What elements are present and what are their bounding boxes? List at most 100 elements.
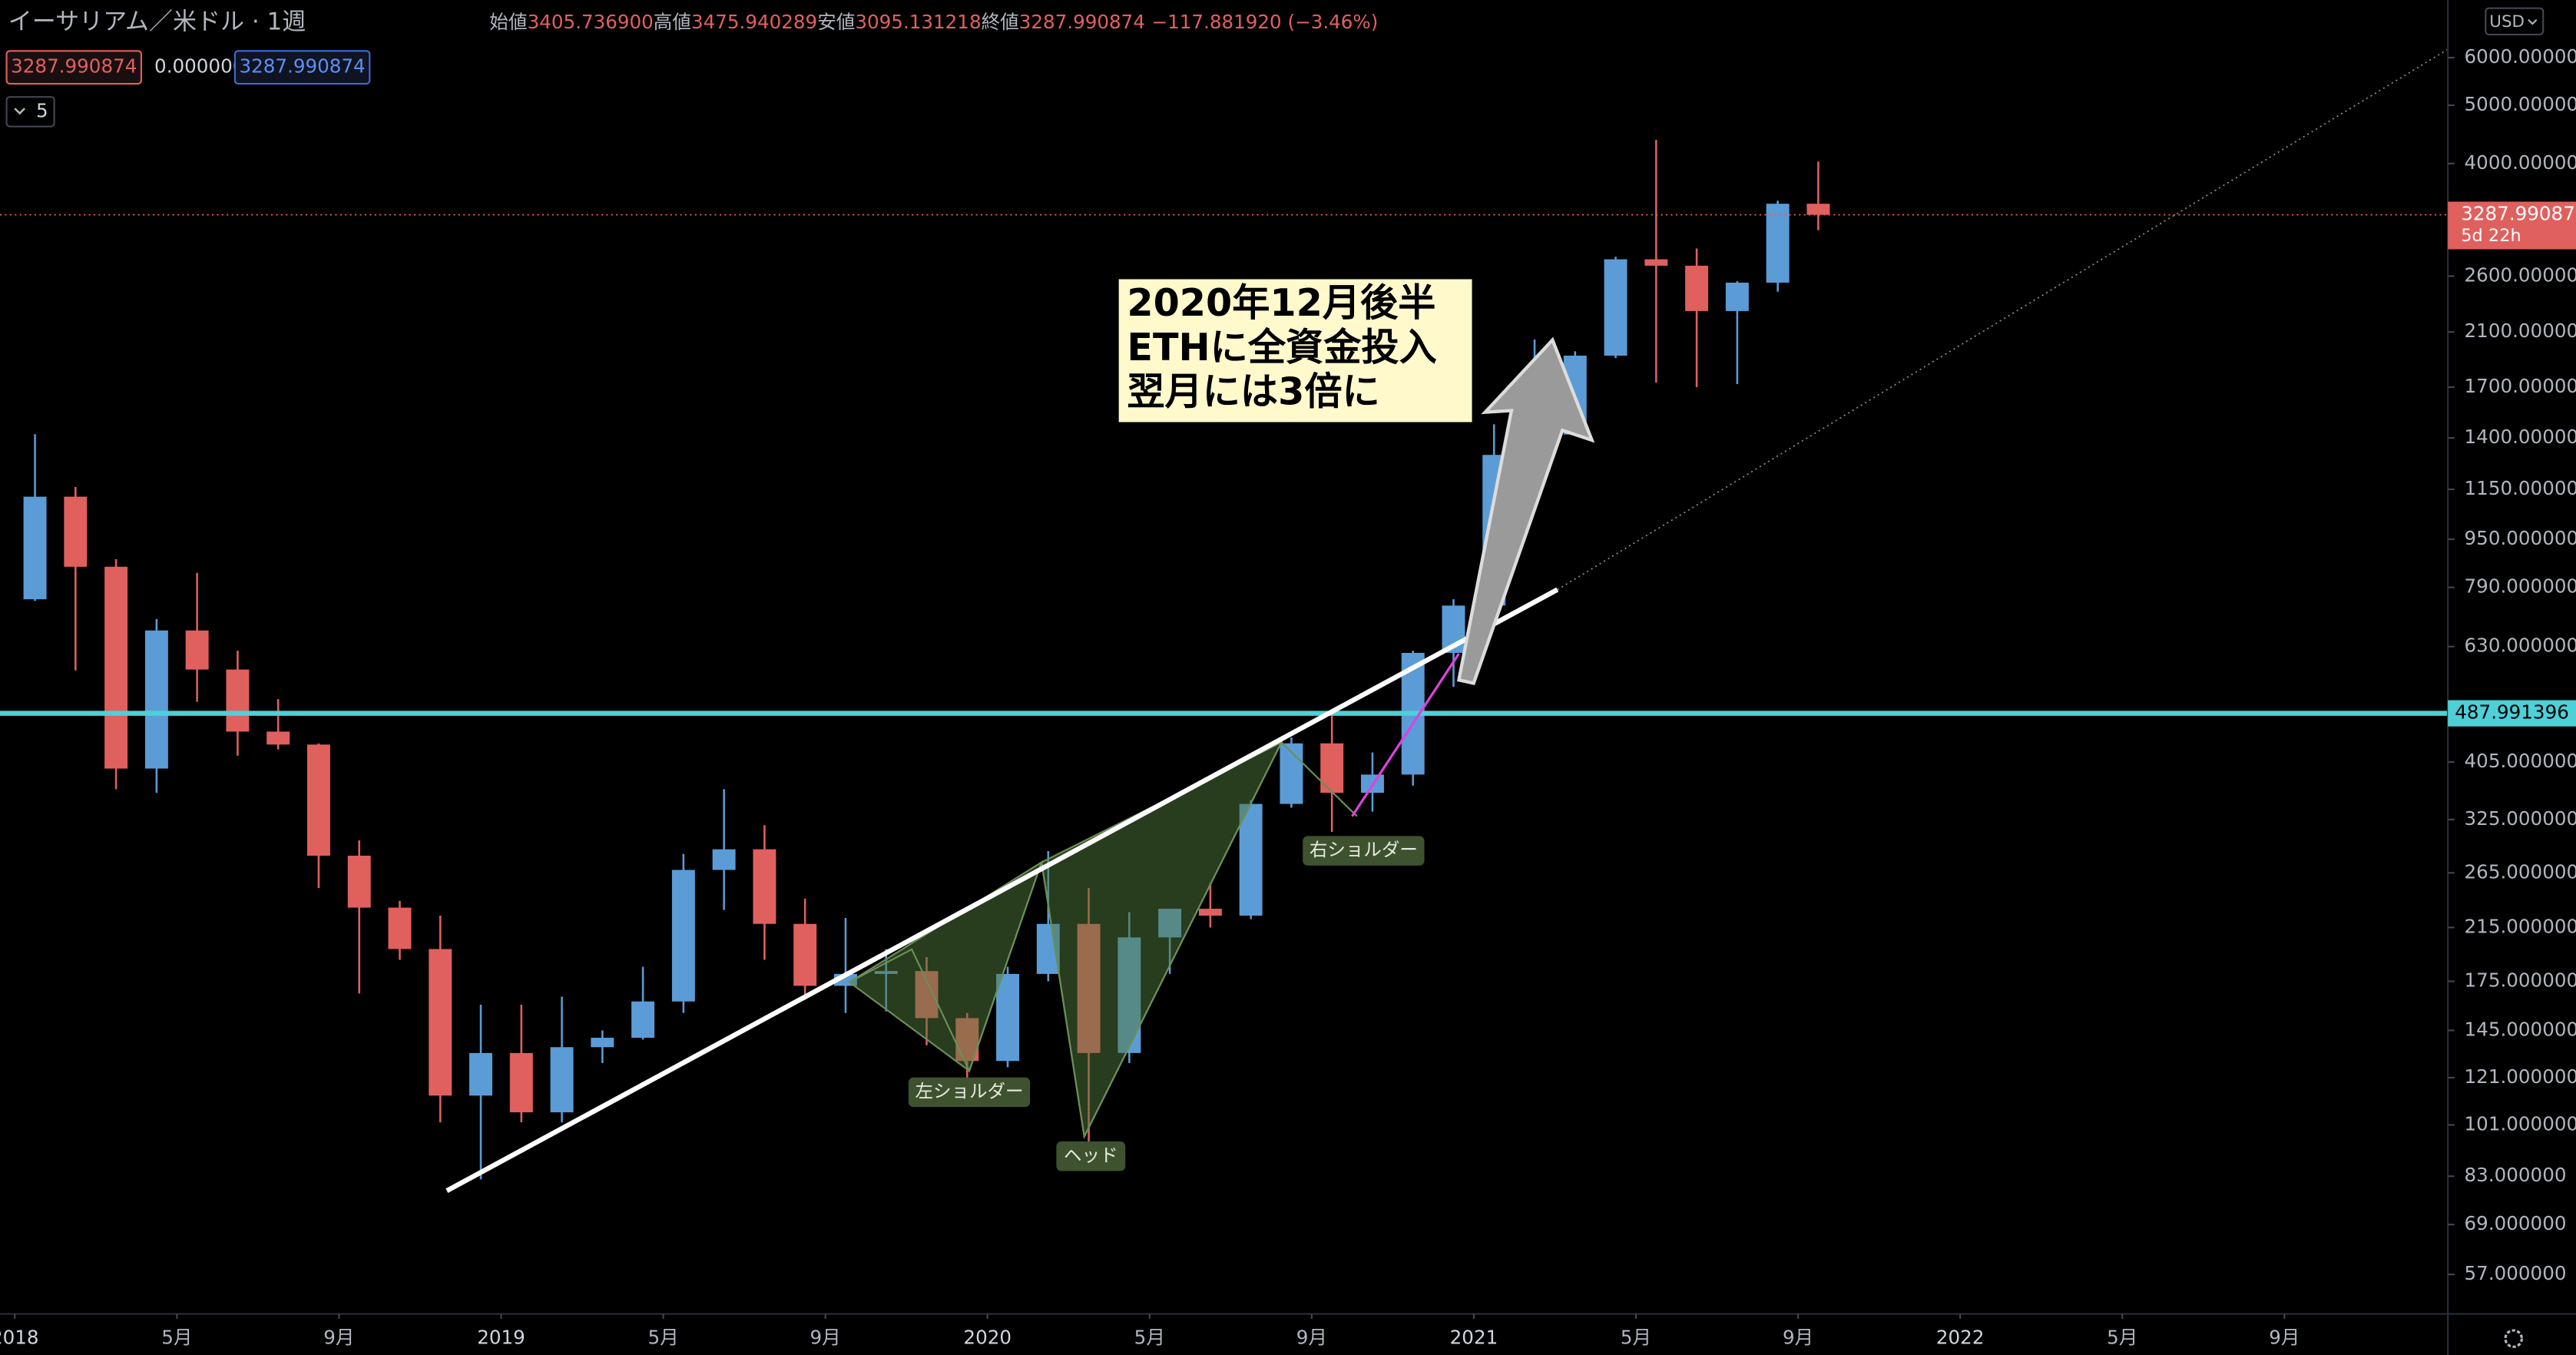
spread-text: 0.000000 <box>154 55 244 78</box>
x-tick-label: 5月 <box>1621 1327 1651 1349</box>
x-tick-label: 5月 <box>161 1327 192 1349</box>
candle-body <box>388 907 412 949</box>
y-tick-label: 5000.000000 <box>2465 93 2576 115</box>
arrow <box>1456 336 1595 685</box>
candle-body <box>793 923 817 986</box>
pattern-label: 左ショルダー <box>915 1080 1023 1102</box>
ohlc-item: 始値 <box>489 11 527 33</box>
settings-icon[interactable] <box>2504 1329 2524 1348</box>
x-tick-label: 5月 <box>647 1327 678 1349</box>
ohlc-item: 安値 <box>817 11 855 33</box>
x-tick-label: 9月 <box>1296 1327 1327 1349</box>
ohlc-item: 3405.736900 <box>528 11 654 33</box>
y-tick-label: 121.000000 <box>2465 1065 2576 1088</box>
ohlc-legend: 始値3405.736900高値3475.940289安値3095.131218終… <box>489 11 1378 33</box>
candle-body <box>1644 259 1668 266</box>
candle-body <box>144 630 168 769</box>
y-tick-label: 6000.000000 <box>2465 45 2576 68</box>
candle-body <box>631 1001 655 1038</box>
note-line: 2020年12月後半 <box>1127 280 1435 325</box>
pattern-label: 右ショルダー <box>1310 839 1418 860</box>
ohlc-item: −117.881920 (−3.46%) <box>1152 11 1379 33</box>
candle-body <box>347 855 371 908</box>
pattern-label-box <box>1056 1141 1126 1171</box>
candle-body <box>429 949 452 1096</box>
drawings <box>445 48 2449 1194</box>
price-box-text: 3287.990874 <box>239 55 365 78</box>
candle-body <box>1198 909 1222 916</box>
y-tick-label: 2100.000000 <box>2465 320 2576 342</box>
currency-label: USD <box>2489 12 2525 31</box>
indicator-count: 5 <box>36 99 48 121</box>
candle-body <box>753 849 776 924</box>
candle-body <box>104 566 128 769</box>
y-tick-label: 57.000000 <box>2465 1262 2567 1284</box>
candle-body <box>1725 282 1749 311</box>
x-tick-label: 5月 <box>1134 1327 1165 1349</box>
pattern-label-box <box>1303 836 1425 866</box>
pattern-line <box>849 740 1358 1140</box>
y-tick-label: 4000.000000 <box>2465 151 2576 174</box>
candle-body <box>267 731 290 745</box>
note-line: 翌月には3倍に <box>1127 369 1379 414</box>
candle-body <box>550 1047 574 1113</box>
candle-body <box>226 669 250 732</box>
y-tick-label: 83.000000 <box>2465 1164 2567 1186</box>
price-label-box <box>2448 201 2576 250</box>
price-box <box>233 50 371 85</box>
ohlc-item: 3475.940289 <box>691 11 817 33</box>
candle-body <box>1806 204 1830 215</box>
candle-body <box>996 973 1020 1062</box>
price-label: 3287.990874 <box>2461 203 2576 225</box>
y-tick-label: 215.000000 <box>2465 915 2576 937</box>
magenta-line <box>1351 653 1460 817</box>
hline-label-box <box>2448 700 2576 727</box>
candle-body <box>1685 265 1709 311</box>
ohlc-item: 高値 <box>654 11 691 33</box>
x-tick-label: 5月 <box>2107 1327 2137 1349</box>
note-line: ETHに全資金投入 <box>1127 325 1436 369</box>
candle-body <box>469 1052 493 1096</box>
price-axis: 6000.000000 5000.000000 4000.000000 2600.00… <box>2448 45 2576 1284</box>
candle-body <box>23 496 47 600</box>
note-box <box>1118 279 1472 422</box>
y-tick-label: 405.000000 <box>2465 750 2576 772</box>
indicator-toggle[interactable] <box>5 96 55 128</box>
candle-body <box>185 630 209 670</box>
candle-body <box>509 1052 533 1113</box>
y-tick-label: 630.000000 <box>2465 634 2576 657</box>
symbol-title: イーサリアム／米ドル · 1週 <box>8 8 306 35</box>
x-tick-label: 9月 <box>1783 1327 1813 1349</box>
y-tick-label: 1150.000000 <box>2465 477 2576 499</box>
candle-body <box>671 870 695 1002</box>
candle-body <box>306 744 330 856</box>
candle-body <box>64 496 88 567</box>
x-tick-label: 9月 <box>323 1327 354 1349</box>
chevron-icon <box>2528 18 2538 25</box>
candle-body <box>1766 204 1790 283</box>
hline-label: 487.991396 <box>2455 701 2569 724</box>
x-tick-label: 9月 <box>2269 1327 2300 1349</box>
y-tick-label: 1700.000000 <box>2465 375 2576 397</box>
candle-body <box>712 849 736 870</box>
countdown: 5d 22h <box>2461 226 2521 246</box>
trend-line <box>445 587 1559 1194</box>
currency-button[interactable] <box>2485 7 2545 35</box>
y-tick-label: 790.000000 <box>2465 575 2576 598</box>
y-tick-label: 265.000000 <box>2465 860 2576 883</box>
candle-body <box>1604 259 1627 356</box>
ohlc-item: 3287.990874 <box>1019 11 1145 33</box>
ohlc-item: 終値 <box>982 11 1019 33</box>
y-tick-label: 69.000000 <box>2465 1212 2567 1234</box>
candle-body <box>591 1037 614 1048</box>
x-tick-label: 2020 <box>963 1327 1012 1349</box>
price-box <box>5 50 143 85</box>
y-tick-label: 2600.000000 <box>2465 263 2576 286</box>
pattern-label-box <box>908 1077 1031 1108</box>
x-tick-label: 2018 <box>0 1327 39 1349</box>
x-tick-label: 2019 <box>477 1327 525 1349</box>
y-tick-label: 325.000000 <box>2465 807 2576 830</box>
